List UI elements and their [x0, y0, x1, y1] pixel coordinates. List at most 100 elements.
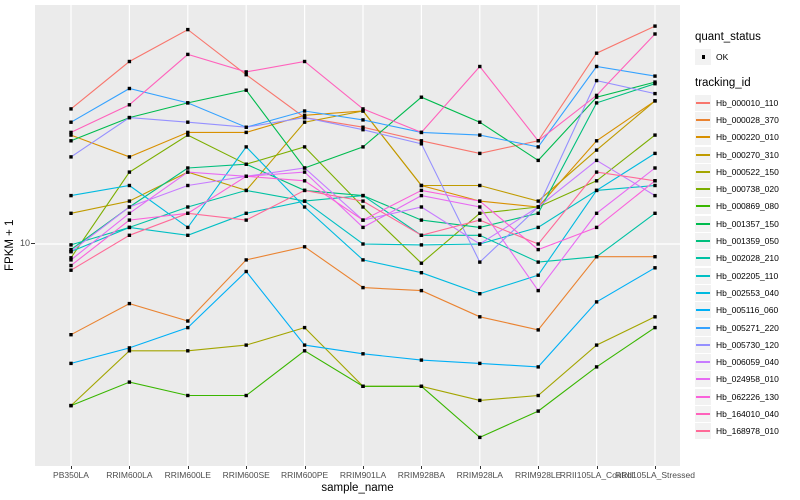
data-point	[653, 179, 657, 183]
data-point	[536, 199, 540, 203]
data-point	[186, 325, 190, 330]
data-point	[594, 170, 599, 174]
data-point	[478, 315, 482, 319]
x-axis-tick-mark	[246, 466, 248, 469]
data-point	[653, 255, 657, 259]
data-point	[127, 301, 132, 306]
x-axis-tick-mark	[71, 466, 72, 469]
data-point	[127, 103, 132, 107]
legend-label: Hb_002205_110	[716, 270, 779, 281]
legend-key-swatch	[695, 284, 711, 301]
data-point	[69, 133, 73, 137]
data-point	[186, 205, 190, 209]
data-point	[127, 86, 132, 91]
legend-key-swatch	[695, 302, 711, 319]
data-point	[653, 315, 657, 319]
data-point	[186, 233, 190, 237]
x-axis-tick-label: RRIM600LA	[106, 470, 153, 480]
data-point	[419, 142, 424, 146]
data-point	[127, 211, 132, 215]
data-point	[302, 115, 307, 120]
data-point	[244, 211, 248, 215]
x-axis-tick-label: RRII105LA_Stressed	[615, 470, 695, 480]
legend-item-ok: OK	[695, 48, 799, 65]
legend-key-swatch	[695, 233, 711, 250]
data-point	[653, 193, 657, 198]
data-point	[594, 343, 599, 347]
legend-title-quant-status: quant_status	[695, 31, 761, 43]
data-point	[244, 162, 248, 166]
data-point	[653, 183, 657, 188]
legend-title-tracking-id: tracking_id	[695, 77, 751, 89]
legend-key-ok	[695, 48, 711, 65]
data-point	[361, 107, 365, 111]
data-point	[653, 133, 657, 137]
data-point	[69, 130, 73, 135]
data-point	[536, 409, 540, 413]
data-point	[478, 398, 482, 403]
data-point	[302, 205, 307, 209]
x-axis-tick-label: PB350LA	[53, 470, 89, 480]
data-point	[478, 120, 482, 124]
data-point	[127, 233, 132, 237]
data-point	[69, 263, 73, 268]
series-color-line-icon	[696, 395, 710, 398]
data-point	[127, 346, 132, 350]
data-point	[478, 361, 482, 366]
data-point	[244, 218, 248, 222]
x-axis-title: sample_name	[321, 482, 394, 494]
legend-item-Hb_062226_130: Hb_062226_130	[695, 388, 799, 405]
y-axis-title: FPKM + 1	[4, 219, 16, 271]
data-point	[536, 242, 540, 246]
legend-item-Hb_000270_310: Hb_000270_310	[695, 146, 799, 163]
data-point	[69, 247, 73, 252]
series-color-line-icon	[696, 309, 710, 312]
data-point	[361, 285, 365, 290]
legend-label: Hb_002553_040	[716, 287, 779, 298]
legend-label: Hb_000270_310	[716, 149, 779, 160]
data-point	[478, 199, 482, 203]
data-point	[594, 95, 599, 99]
x-axis-tick-label: RRIM600PE	[280, 470, 329, 480]
data-point	[478, 151, 482, 156]
data-point	[127, 155, 132, 159]
data-point	[594, 139, 599, 143]
legend-item-Hb_000028_370: Hb_000028_370	[695, 111, 799, 128]
data-point	[127, 183, 132, 188]
data-point	[361, 125, 365, 129]
data-point	[361, 225, 365, 230]
data-point	[653, 32, 657, 36]
data-point	[478, 435, 482, 440]
data-point	[361, 352, 365, 356]
data-point	[536, 247, 540, 252]
data-point	[186, 52, 190, 57]
data-point	[69, 268, 73, 272]
y-axis-tick-label: 10	[19, 238, 30, 248]
data-point	[594, 148, 599, 152]
data-point	[478, 225, 482, 230]
data-point	[361, 199, 365, 203]
y-axis-tick-mark	[31, 243, 35, 244]
x-axis-tick-label: RRIM928BA	[397, 470, 446, 480]
data-point	[186, 133, 190, 137]
data-point	[186, 130, 190, 135]
series-color-line-icon	[696, 101, 710, 104]
legend-item-Hb_000010_110: Hb_000010_110	[695, 94, 799, 111]
data-point	[419, 205, 424, 209]
data-point	[127, 59, 132, 64]
data-point	[536, 145, 540, 149]
data-point	[361, 384, 365, 388]
data-point	[536, 288, 540, 293]
data-point	[302, 170, 307, 174]
series-color-line-icon	[696, 326, 710, 329]
data-point	[419, 384, 424, 388]
data-point	[419, 183, 424, 188]
data-point	[302, 59, 307, 64]
legend-label: Hb_168978_010	[716, 426, 779, 437]
legend-key-swatch	[695, 181, 711, 198]
series-color-line-icon	[696, 257, 710, 260]
series-color-line-icon	[696, 291, 710, 294]
x-axis-tick-label: RRIM928LA	[456, 470, 503, 480]
data-point	[302, 113, 307, 117]
data-point	[244, 88, 248, 92]
